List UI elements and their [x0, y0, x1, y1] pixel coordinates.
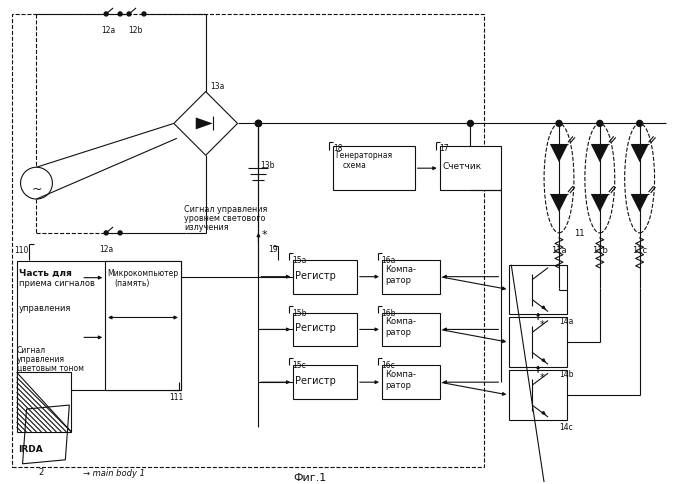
Text: Счетчик: Счетчик: [442, 162, 482, 171]
Text: 14c: 14c: [559, 422, 572, 431]
Circle shape: [255, 121, 261, 127]
Text: Генераторная: Генераторная: [335, 151, 392, 160]
Polygon shape: [591, 195, 609, 212]
Text: ратор: ратор: [385, 328, 411, 337]
Text: Часть для: Часть для: [19, 268, 71, 277]
Circle shape: [556, 121, 562, 127]
Text: 14a: 14a: [559, 317, 573, 326]
Text: 13a: 13a: [210, 81, 225, 91]
Bar: [17, 261, 181, 390]
Text: 15b: 15b: [292, 308, 307, 317]
Bar: [333, 147, 415, 191]
Text: ратор: ратор: [385, 275, 411, 284]
Bar: [294, 260, 357, 294]
Text: уровнем светового: уровнем светового: [184, 213, 266, 223]
Text: Микрокомпьютер: Микрокомпьютер: [107, 268, 178, 277]
Circle shape: [255, 121, 261, 127]
Text: 12b: 12b: [128, 26, 143, 35]
Text: 12a: 12a: [99, 244, 113, 253]
Text: *: *: [540, 373, 545, 382]
Text: (память): (память): [114, 278, 150, 287]
Bar: [510, 370, 567, 420]
Text: *: *: [540, 320, 545, 330]
Text: IRDA: IRDA: [19, 444, 43, 453]
Text: 2: 2: [38, 467, 44, 476]
Circle shape: [118, 13, 122, 17]
Text: 19: 19: [268, 244, 278, 253]
Polygon shape: [630, 195, 649, 212]
Circle shape: [597, 121, 603, 127]
Text: 12a: 12a: [101, 26, 115, 35]
Polygon shape: [591, 145, 609, 163]
Polygon shape: [550, 195, 568, 212]
Text: 110: 110: [15, 245, 29, 254]
Circle shape: [255, 121, 261, 127]
Circle shape: [468, 121, 473, 127]
Polygon shape: [550, 145, 568, 163]
Text: 11a: 11a: [552, 245, 567, 254]
Bar: [294, 365, 357, 399]
Text: управления: управления: [17, 355, 64, 363]
Text: Компа-: Компа-: [385, 369, 416, 378]
Polygon shape: [630, 145, 649, 163]
Text: приема сигналов: приема сигналов: [19, 278, 94, 287]
Bar: [510, 265, 567, 315]
Circle shape: [637, 121, 642, 127]
Circle shape: [127, 13, 131, 17]
Polygon shape: [196, 118, 212, 130]
Text: ратор: ратор: [385, 380, 411, 390]
Text: 13b: 13b: [261, 161, 275, 170]
Text: 11b: 11b: [592, 245, 607, 254]
Text: Регистр: Регистр: [295, 376, 336, 385]
Text: 18: 18: [333, 144, 343, 153]
Circle shape: [104, 13, 108, 17]
Text: 11: 11: [574, 228, 584, 238]
Text: управления: управления: [19, 303, 71, 312]
Bar: [17, 373, 71, 432]
Text: 15a: 15a: [292, 255, 307, 264]
Bar: [12, 15, 484, 467]
Text: цветовым тоном: цветовым тоном: [17, 363, 84, 373]
Text: 14b: 14b: [559, 369, 573, 378]
Text: Компа-: Компа-: [385, 317, 416, 326]
Text: Сигнал: Сигнал: [17, 346, 45, 355]
Text: 16c: 16c: [381, 361, 395, 369]
Bar: [105, 261, 181, 390]
Text: 16b: 16b: [381, 308, 396, 317]
Text: 15c: 15c: [292, 361, 306, 369]
Bar: [294, 313, 357, 347]
Text: 111: 111: [169, 393, 183, 401]
Text: Компа-: Компа-: [385, 264, 416, 273]
Circle shape: [142, 13, 146, 17]
Circle shape: [118, 231, 122, 235]
Bar: [510, 318, 567, 367]
Text: Регистр: Регистр: [295, 323, 336, 333]
Text: *: *: [261, 229, 267, 240]
Text: 11c: 11c: [632, 245, 647, 254]
Text: Фиг.1: Фиг.1: [294, 472, 327, 482]
Text: Сигнал управления: Сигнал управления: [184, 205, 267, 213]
Text: ~: ~: [31, 182, 42, 195]
Text: 16a: 16a: [381, 255, 395, 264]
Text: → main body 1: → main body 1: [83, 468, 145, 477]
Text: излучения: излучения: [184, 223, 229, 231]
Text: схема: схема: [343, 161, 367, 170]
Text: Регистр: Регистр: [295, 270, 336, 280]
Bar: [440, 147, 501, 191]
Text: 17: 17: [440, 144, 449, 153]
Bar: [382, 313, 440, 347]
Bar: [382, 365, 440, 399]
Circle shape: [104, 231, 108, 235]
Bar: [382, 260, 440, 294]
